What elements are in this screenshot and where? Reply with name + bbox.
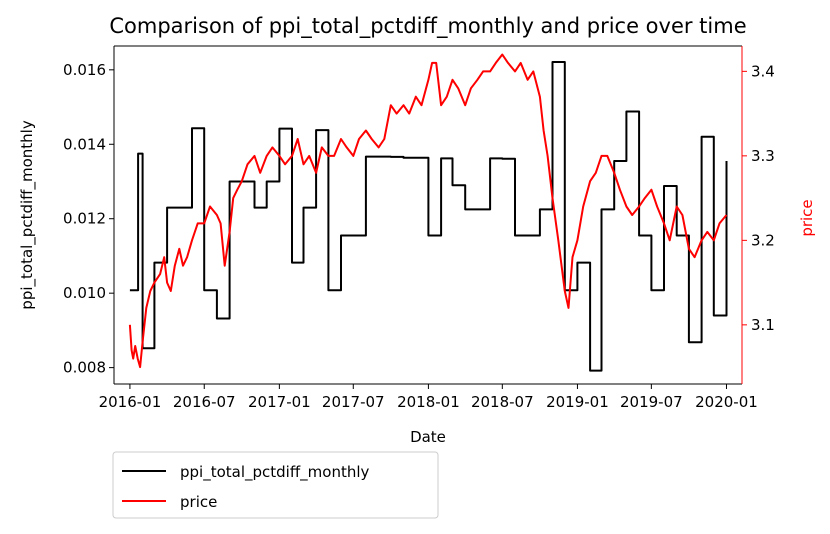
x-tick-label: 2018-07 (471, 393, 534, 411)
legend-label-price: price (180, 493, 217, 511)
right-y-tick-label: 3.2 (751, 231, 775, 249)
x-tick-label: 2019-01 (546, 393, 609, 411)
x-tick-label: 2016-07 (173, 393, 236, 411)
left-y-axis-label: ppi_total_pctdiff_monthly (18, 120, 37, 310)
right-y-tick-label: 3.1 (751, 316, 775, 334)
x-axis-label: Date (410, 428, 446, 446)
series-line-price (128, 53, 728, 369)
right-y-axis-label: price (798, 199, 816, 236)
left-y-tick-label: 0.008 (63, 359, 106, 377)
left-y-tick-label: 0.012 (63, 210, 106, 228)
left-y-tick-label: 0.014 (63, 135, 106, 153)
right-y-tick-label: 3.4 (751, 62, 775, 80)
right-y-axis-ticks: 3.1 3.2 3.3 3.4 (742, 62, 775, 334)
legend: ppi_total_pctdiff_monthly price (112, 451, 439, 519)
x-tick-label: 2018-01 (397, 393, 460, 411)
x-tick-label: 2020-01 (695, 393, 758, 411)
x-tick-label: 2016-01 (99, 393, 162, 411)
chart-title: Comparison of ppi_total_pctdiff_monthly … (109, 14, 746, 39)
x-axis-ticks: 2016-01 2016-07 2017-01 2017-07 2018-01 2018-… (99, 384, 758, 411)
x-tick-label: 2017-07 (322, 393, 385, 411)
legend-frame (112, 451, 439, 519)
left-y-axis-ticks: 0.008 0.010 0.012 0.014 0.016 (63, 61, 114, 377)
legend-label-ppi: ppi_total_pctdiff_monthly (180, 463, 370, 482)
plot-area (128, 53, 728, 372)
x-tick-label: 2019-07 (620, 393, 683, 411)
left-y-tick-label: 0.010 (63, 284, 106, 302)
left-y-tick-label: 0.016 (63, 61, 106, 79)
right-y-tick-label: 3.3 (751, 147, 775, 165)
series-line-ppi (129, 61, 728, 372)
x-tick-label: 2017-01 (248, 393, 311, 411)
